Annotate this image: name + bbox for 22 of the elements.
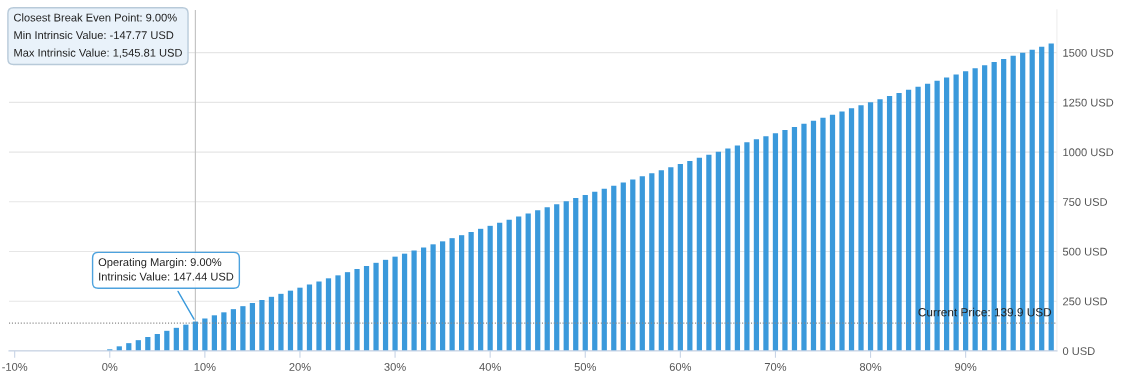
annotation: Operating Margin: 9.00% Intrinsic Value: 147.44 USD (98, 257, 234, 281)
x-tick-label: 10% (194, 363, 216, 371)
x-tick-label: 70% (764, 363, 787, 371)
x-tick-label: 60% (669, 363, 692, 371)
x-tick-label: 0% (102, 363, 118, 371)
annotation: Closest Break Even Point: 9.00% (14, 13, 177, 22)
x-tick-label: -10% (2, 363, 28, 371)
annotation: Max Intrinsic Value: 1,545.81 USD (14, 48, 182, 59)
x-tick-label: 50% (574, 363, 596, 371)
x-tick-label: 20% (289, 363, 311, 371)
y-tick-label: 750 USD (1063, 198, 1108, 206)
y-tick-label: 0 USD (1062, 347, 1095, 356)
y-tick-label: 1250 USD (1063, 98, 1114, 107)
y-tick-label: 1500 USD (1063, 48, 1114, 57)
x-tick-label: 80% (859, 363, 882, 371)
y-tick-label: 500 USD (1062, 247, 1108, 256)
x-tick-label: 30% (384, 363, 406, 371)
y-tick-label: 250 USD (1063, 297, 1108, 306)
y-tick-label: 1000 USD (1063, 148, 1114, 157)
x-tick-label: 40% (479, 363, 501, 371)
annotation: Min Intrinsic Value: -147.77 USD (14, 30, 174, 40)
x-tick-label: 90% (955, 363, 977, 371)
